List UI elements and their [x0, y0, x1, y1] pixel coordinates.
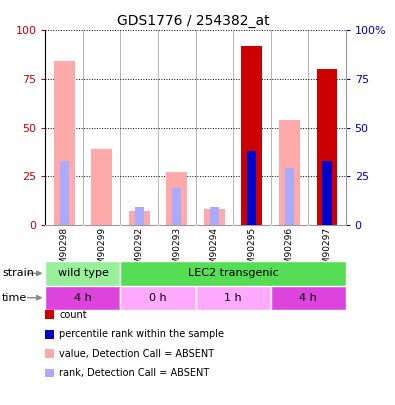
Bar [120, 286, 196, 310]
Text: GSM90299: GSM90299 [97, 227, 106, 276]
Bar [172, 188, 181, 225]
Bar [316, 69, 337, 225]
Text: wild type: wild type [58, 269, 108, 278]
Text: GSM90297: GSM90297 [322, 227, 331, 276]
Text: GSM90292: GSM90292 [135, 227, 144, 275]
Text: GSM90294: GSM90294 [210, 227, 219, 275]
Bar [45, 286, 120, 310]
Text: 1 h: 1 h [224, 293, 242, 303]
Text: GSM90296: GSM90296 [285, 227, 294, 276]
Bar [322, 161, 331, 225]
Bar [204, 209, 225, 225]
Bar [196, 286, 271, 310]
Text: GSM90295: GSM90295 [247, 227, 256, 276]
Text: 0 h: 0 h [149, 293, 167, 303]
Bar [60, 161, 69, 225]
Bar [45, 261, 120, 286]
Text: strain: strain [2, 269, 34, 278]
Text: value, Detection Call = ABSENT: value, Detection Call = ABSENT [59, 349, 214, 358]
Bar [129, 211, 150, 225]
Bar [285, 168, 294, 225]
Bar [135, 207, 144, 225]
Text: 4 h: 4 h [299, 293, 317, 303]
Text: percentile rank within the sample: percentile rank within the sample [59, 329, 224, 339]
Bar [247, 151, 256, 225]
Bar [120, 261, 346, 286]
Text: 4 h: 4 h [74, 293, 92, 303]
Text: GSM90293: GSM90293 [172, 227, 181, 276]
Text: time: time [2, 293, 27, 303]
Bar [241, 46, 262, 225]
Bar [166, 172, 187, 225]
Bar [271, 286, 346, 310]
Bar [279, 120, 300, 225]
Text: LEC2 transgenic: LEC2 transgenic [188, 269, 278, 278]
Bar [54, 62, 75, 225]
Bar [210, 207, 219, 225]
Text: rank, Detection Call = ABSENT: rank, Detection Call = ABSENT [59, 368, 209, 378]
Text: count: count [59, 310, 87, 320]
Bar [91, 149, 112, 225]
Bar [241, 120, 262, 225]
Text: GDS1776 / 254382_at: GDS1776 / 254382_at [117, 14, 270, 28]
Text: GSM90298: GSM90298 [60, 227, 69, 276]
